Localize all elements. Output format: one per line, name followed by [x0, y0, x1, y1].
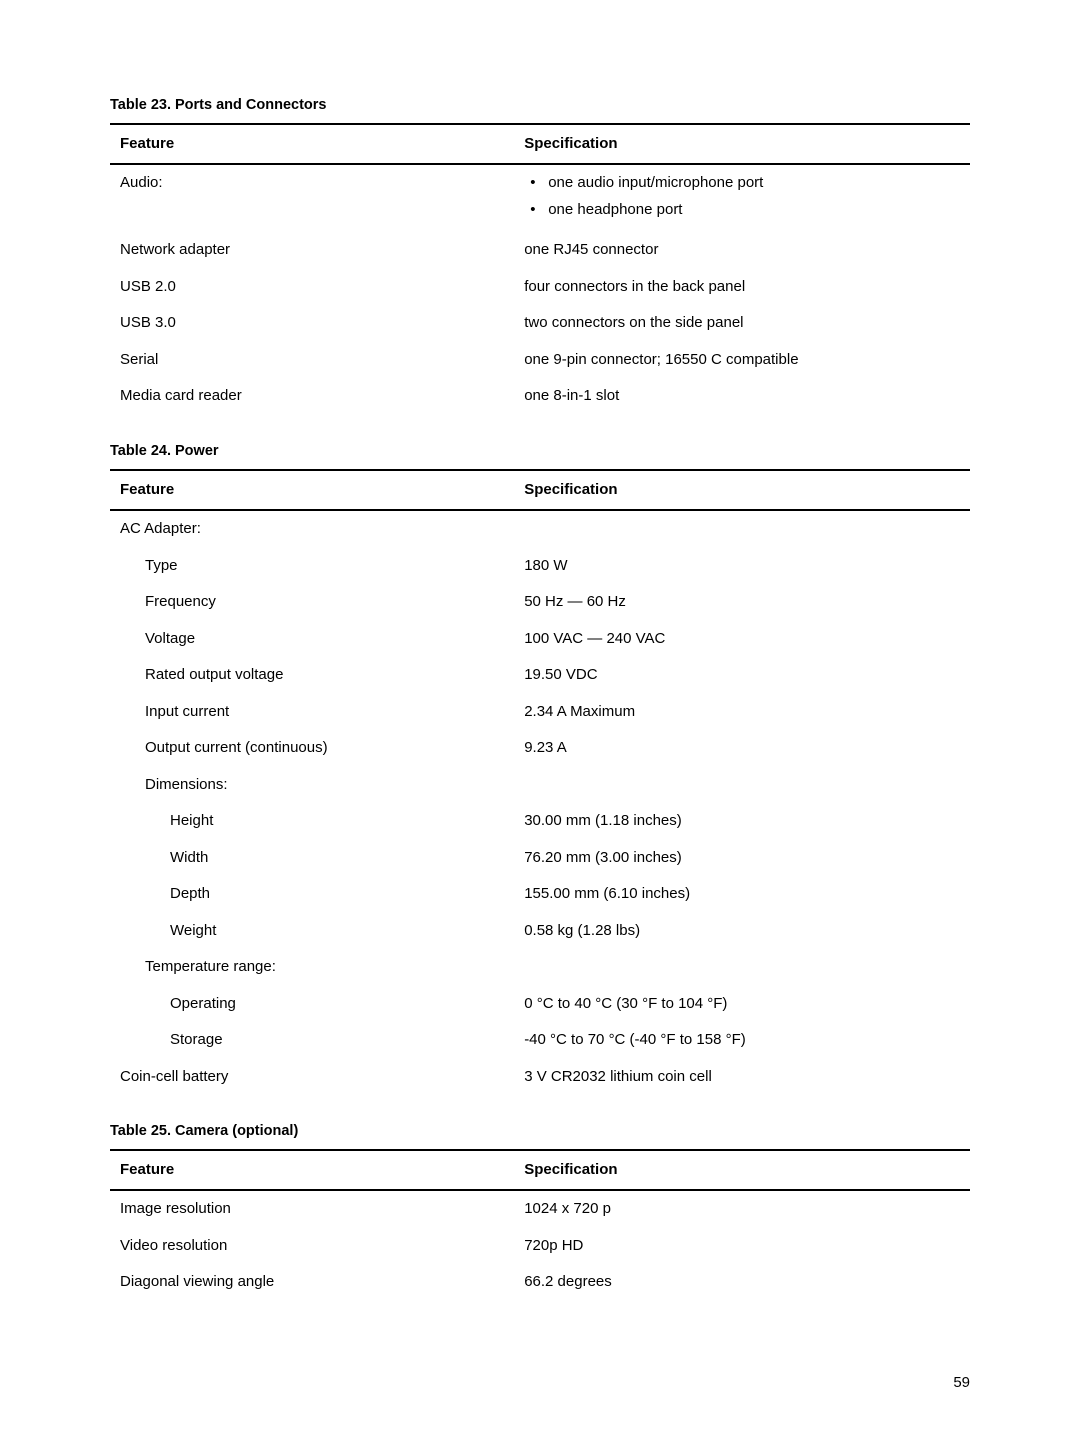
- table-row: USB 3.0 two connectors on the side panel: [110, 305, 970, 342]
- cell-spec: one 8-in-1 slot: [514, 378, 970, 415]
- table-row: Output current (continuous)9.23 A: [110, 730, 970, 767]
- cell-feature: Coin-cell battery: [110, 1059, 514, 1096]
- cell-spec: 50 Hz — 60 Hz: [514, 584, 970, 621]
- table-row: Storage-40 °C to 70 °C (-40 °F to 158 °F…: [110, 1022, 970, 1059]
- header-spec: Specification: [514, 470, 970, 511]
- cell-spec: 66.2 degrees: [514, 1264, 970, 1301]
- cell-feature: Image resolution: [110, 1190, 514, 1228]
- table-24-title: Table 24. Power: [110, 441, 970, 463]
- table-row: Depth155.00 mm (6.10 inches): [110, 876, 970, 913]
- table-25-title: Table 25. Camera (optional): [110, 1121, 970, 1143]
- header-feature: Feature: [110, 124, 514, 165]
- table-row: Video resolution 720p HD: [110, 1228, 970, 1265]
- cell-feature: Dimensions:: [110, 767, 514, 804]
- cell-feature: Frequency: [110, 584, 514, 621]
- cell-feature: Video resolution: [110, 1228, 514, 1265]
- table-row: Coin-cell battery3 V CR2032 lithium coin…: [110, 1059, 970, 1096]
- cell-spec: 76.20 mm (3.00 inches): [514, 840, 970, 877]
- table-row: Input current2.34 A Maximum: [110, 694, 970, 731]
- cell-feature: Media card reader: [110, 378, 514, 415]
- cell-feature: Serial: [110, 342, 514, 379]
- cell-spec: 720p HD: [514, 1228, 970, 1265]
- cell-spec: one 9-pin connector; 16550 C compatible: [514, 342, 970, 379]
- cell-feature: Height: [110, 803, 514, 840]
- cell-spec: four connectors in the back panel: [514, 269, 970, 306]
- cell-spec: [514, 510, 970, 548]
- table-23-title: Table 23. Ports and Connectors: [110, 95, 970, 117]
- header-feature: Feature: [110, 1150, 514, 1191]
- table-row: Diagonal viewing angle 66.2 degrees: [110, 1264, 970, 1301]
- cell-spec: one audio input/microphone port one head…: [514, 164, 970, 232]
- bullet-item: one audio input/microphone port: [524, 172, 960, 195]
- cell-spec: 9.23 A: [514, 730, 970, 767]
- cell-spec: one RJ45 connector: [514, 232, 970, 269]
- table-row: Audio: one audio input/microphone port o…: [110, 164, 970, 232]
- cell-feature: AC Adapter:: [110, 510, 514, 548]
- cell-spec: 155.00 mm (6.10 inches): [514, 876, 970, 913]
- cell-spec: [514, 767, 970, 804]
- header-spec: Specification: [514, 124, 970, 165]
- cell-spec: 19.50 VDC: [514, 657, 970, 694]
- cell-spec: 0.58 kg (1.28 lbs): [514, 913, 970, 950]
- table-row: USB 2.0 four connectors in the back pane…: [110, 269, 970, 306]
- cell-feature: Depth: [110, 876, 514, 913]
- table-row: Operating0 °C to 40 °C (30 °F to 104 °F): [110, 986, 970, 1023]
- table-row: AC Adapter:: [110, 510, 970, 548]
- cell-feature: Diagonal viewing angle: [110, 1264, 514, 1301]
- cell-feature: Voltage: [110, 621, 514, 658]
- cell-feature: Operating: [110, 986, 514, 1023]
- bullet-item: one headphone port: [524, 199, 960, 222]
- cell-feature: Weight: [110, 913, 514, 950]
- page-number: 59: [953, 1372, 970, 1395]
- cell-spec: 2.34 A Maximum: [514, 694, 970, 731]
- table-camera: Feature Specification Image resolution 1…: [110, 1149, 970, 1301]
- table-row: Weight0.58 kg (1.28 lbs): [110, 913, 970, 950]
- table-row: Type180 W: [110, 548, 970, 585]
- cell-spec: 1024 x 720 p: [514, 1190, 970, 1228]
- table-ports-connectors: Feature Specification Audio: one audio i…: [110, 123, 970, 415]
- cell-spec: 0 °C to 40 °C (30 °F to 104 °F): [514, 986, 970, 1023]
- table-row: Voltage100 VAC — 240 VAC: [110, 621, 970, 658]
- table-row: Temperature range:: [110, 949, 970, 986]
- table-row: Frequency50 Hz — 60 Hz: [110, 584, 970, 621]
- table-row: Dimensions:: [110, 767, 970, 804]
- header-feature: Feature: [110, 470, 514, 511]
- cell-feature: Type: [110, 548, 514, 585]
- table-power: Feature Specification AC Adapter:Type180…: [110, 469, 970, 1096]
- table-row: Width76.20 mm (3.00 inches): [110, 840, 970, 877]
- table-row: Height30.00 mm (1.18 inches): [110, 803, 970, 840]
- cell-spec: 180 W: [514, 548, 970, 585]
- table-row: Network adapter one RJ45 connector: [110, 232, 970, 269]
- page-container: Table 23. Ports and Connectors Feature S…: [0, 0, 1080, 1434]
- cell-feature: Storage: [110, 1022, 514, 1059]
- table-row: Serial one 9-pin connector; 16550 C comp…: [110, 342, 970, 379]
- cell-spec: -40 °C to 70 °C (-40 °F to 158 °F): [514, 1022, 970, 1059]
- table-row: Image resolution 1024 x 720 p: [110, 1190, 970, 1228]
- cell-feature: Audio:: [110, 164, 514, 232]
- cell-feature: Temperature range:: [110, 949, 514, 986]
- cell-feature: Input current: [110, 694, 514, 731]
- cell-spec: 3 V CR2032 lithium coin cell: [514, 1059, 970, 1096]
- table-row: Rated output voltage19.50 VDC: [110, 657, 970, 694]
- header-spec: Specification: [514, 1150, 970, 1191]
- cell-feature: Output current (continuous): [110, 730, 514, 767]
- cell-spec: 30.00 mm (1.18 inches): [514, 803, 970, 840]
- cell-spec: two connectors on the side panel: [514, 305, 970, 342]
- cell-feature: USB 3.0: [110, 305, 514, 342]
- table-row: Media card reader one 8-in-1 slot: [110, 378, 970, 415]
- cell-spec: 100 VAC — 240 VAC: [514, 621, 970, 658]
- cell-spec: [514, 949, 970, 986]
- cell-feature: Network adapter: [110, 232, 514, 269]
- cell-feature: Rated output voltage: [110, 657, 514, 694]
- cell-feature: USB 2.0: [110, 269, 514, 306]
- cell-feature: Width: [110, 840, 514, 877]
